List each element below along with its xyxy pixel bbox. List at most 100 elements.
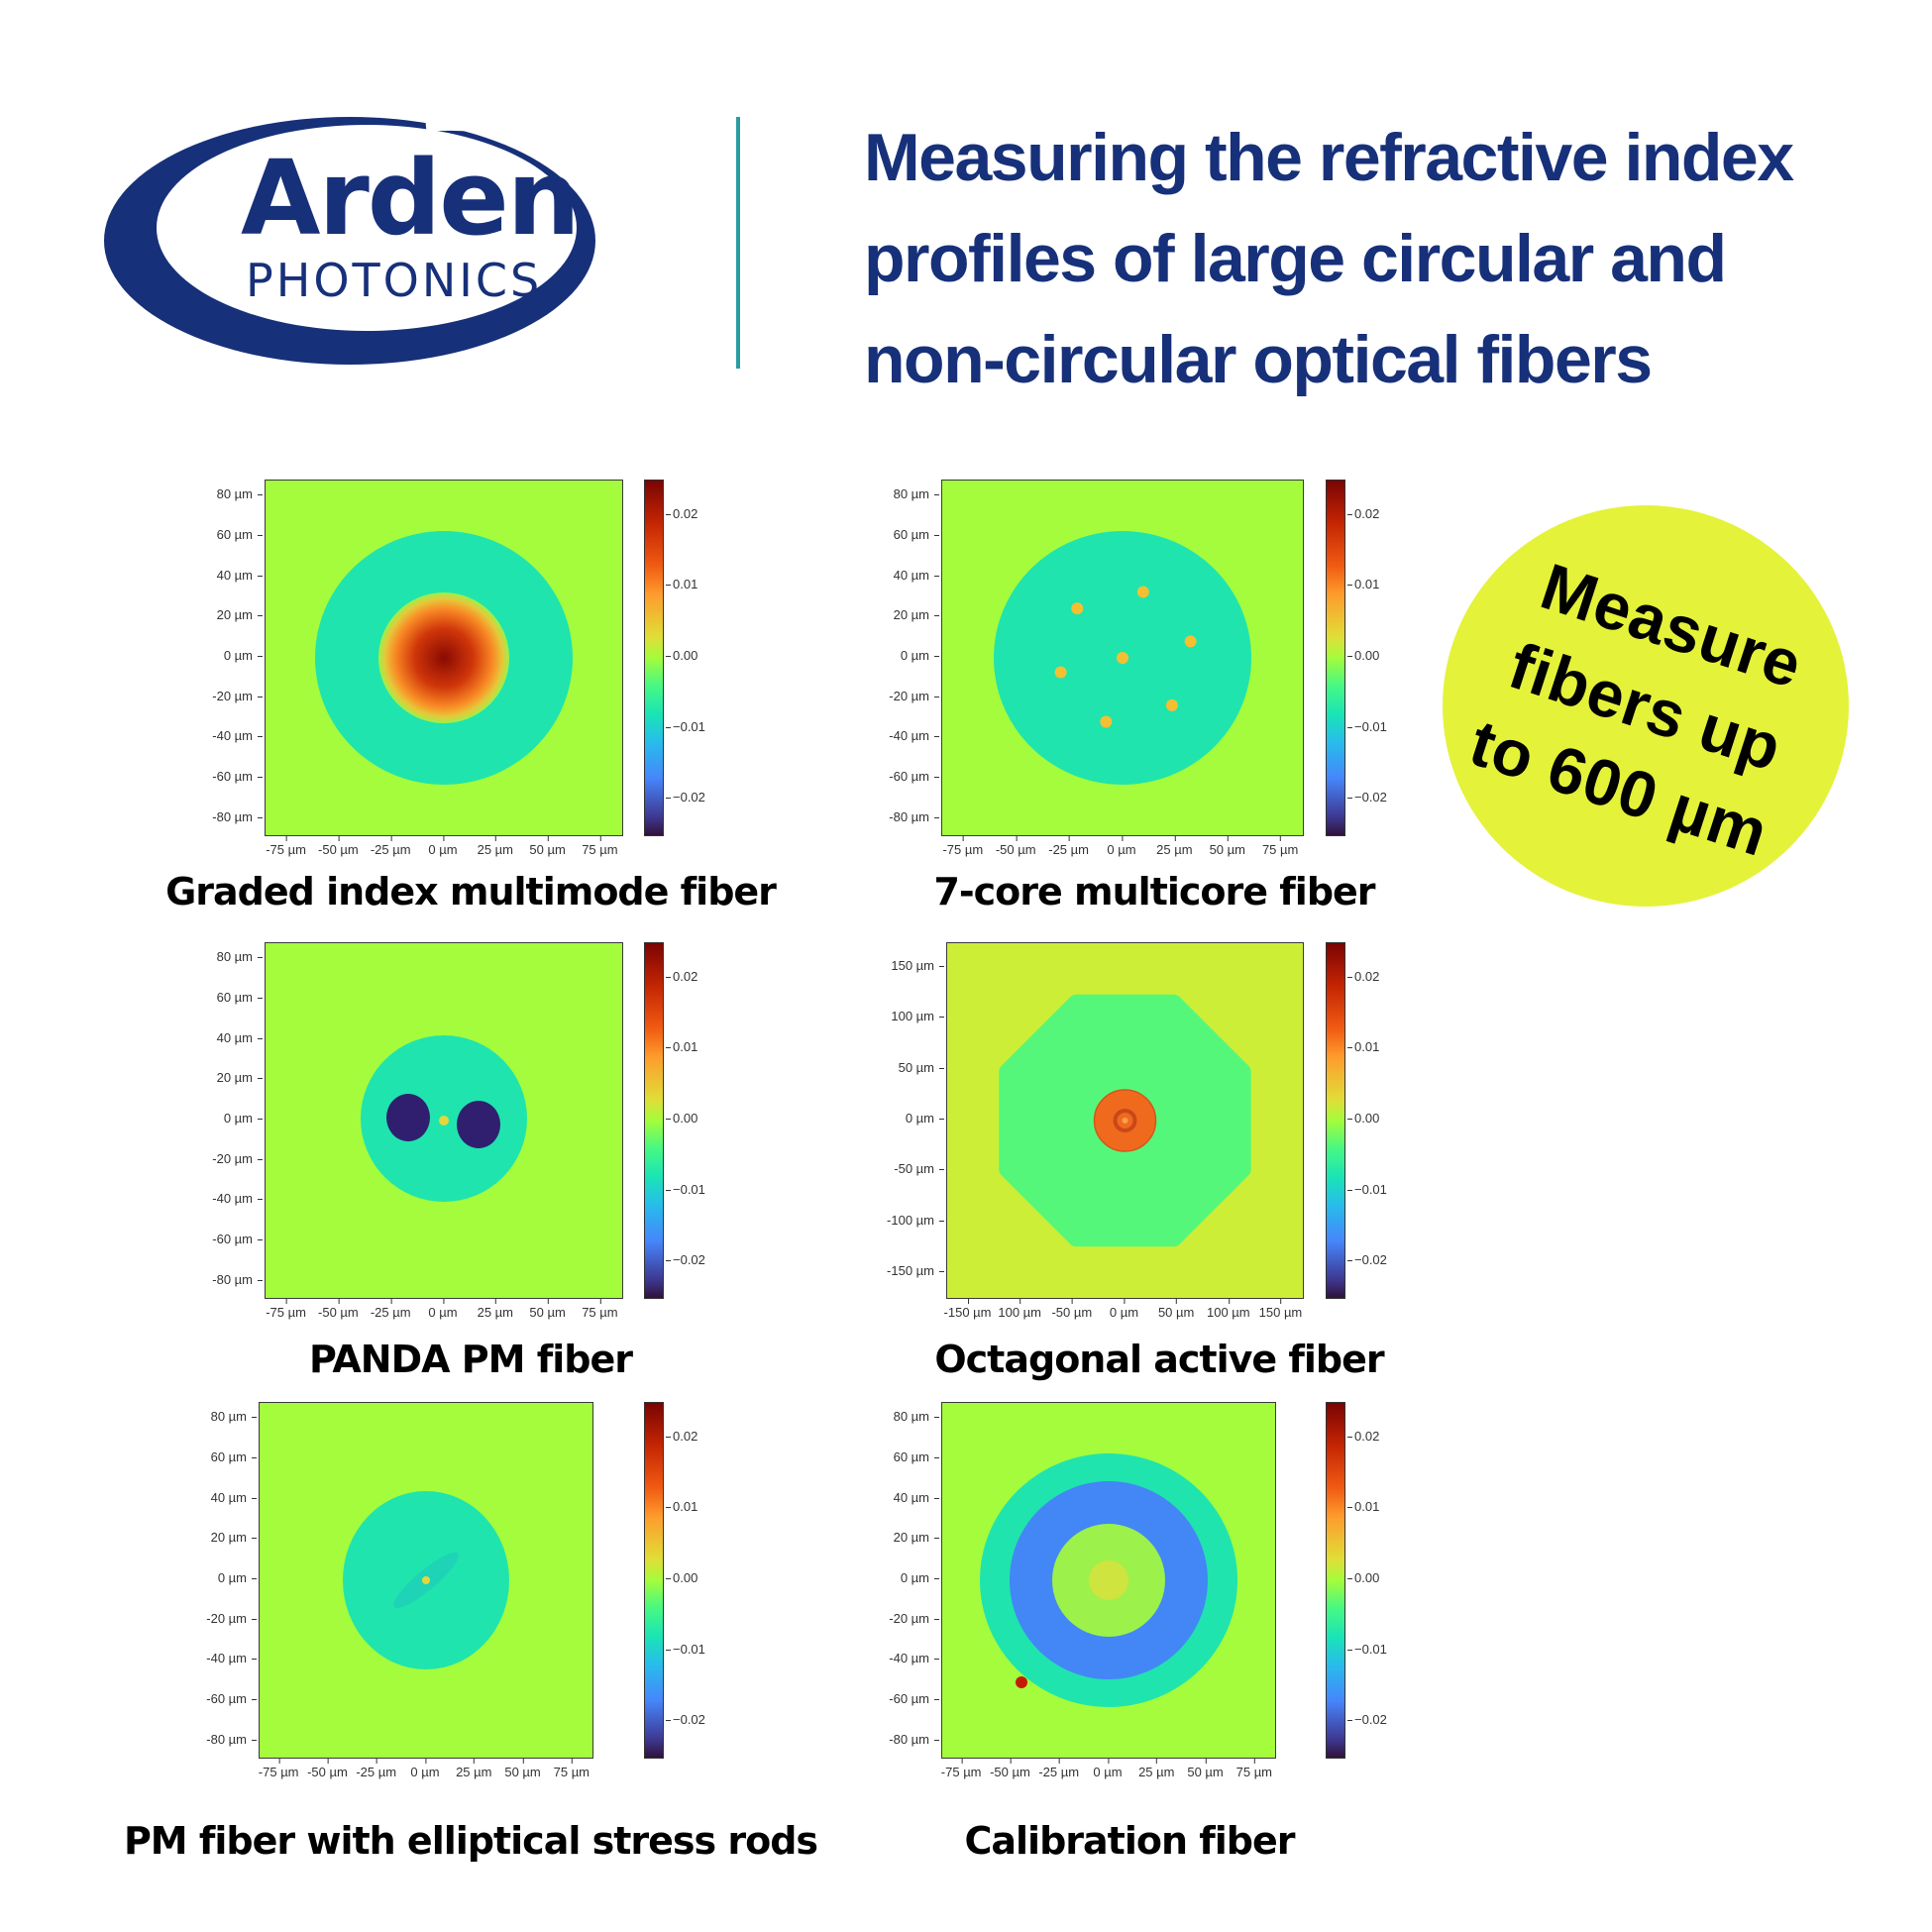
colorbar-tick-label: −0.02 <box>666 1712 705 1728</box>
refractive-index-map <box>946 942 1304 1299</box>
y-tick-label: -40 µm <box>177 1651 257 1665</box>
logo-ellipse-icon <box>104 117 597 365</box>
panel-caption: Graded index multimode fiber <box>165 870 777 913</box>
y-tick-label: 80 µm <box>860 486 939 501</box>
x-tick-label: 0 µm <box>410 1759 440 1779</box>
x-tick-label: -25 µm <box>1048 836 1089 857</box>
colorbar-tick-label: 0.01 <box>1346 577 1380 592</box>
colorbar-tick-label: −0.01 <box>666 1181 705 1197</box>
y-tick-label: 0 µm <box>183 1111 263 1126</box>
colorbar-tick-label: 0.02 <box>1346 1428 1380 1444</box>
colorbar-tick-label: −0.02 <box>1347 790 1387 805</box>
x-tick-label: 25 µm <box>1156 836 1193 857</box>
colorbar-tick-label: −0.02 <box>1347 1712 1387 1728</box>
x-tick-label: 75 µm <box>1261 836 1299 857</box>
x-tick-label: 50 µm <box>1187 1759 1224 1779</box>
x-tick-label: -25 µm <box>356 1759 397 1779</box>
y-tick-label: 50 µm <box>865 1060 944 1075</box>
x-tick-label: 0 µm <box>428 1299 458 1320</box>
y-tick-label: 0 µm <box>865 1111 944 1126</box>
y-tick-label: 20 µm <box>860 607 939 622</box>
x-tick-label: 150 µm <box>1258 1299 1303 1320</box>
title-line-2: profiles of large circular and <box>864 221 1727 296</box>
colorbar-tick-label: 0.00 <box>1346 1570 1380 1585</box>
y-tick-label: -50 µm <box>865 1161 944 1176</box>
y-tick-label: -20 µm <box>183 1151 263 1166</box>
x-tick-label: 50 µm <box>529 836 566 857</box>
y-tick-label: 40 µm <box>183 568 263 583</box>
y-tick-label: 0 µm <box>183 648 263 663</box>
y-tick-label: 60 µm <box>860 527 939 542</box>
x-tick-label: 25 µm <box>477 836 513 857</box>
y-tick-label: -80 µm <box>177 1732 257 1747</box>
y-tick-label: 0 µm <box>177 1570 257 1585</box>
colorbar <box>644 1402 664 1759</box>
x-tick-label: -75 µm <box>266 1299 306 1320</box>
y-tick-label: -20 µm <box>860 689 939 703</box>
arden-photonics-logo: Arden PHOTONICS <box>99 109 614 376</box>
y-tick-label: -80 µm <box>183 1272 263 1287</box>
y-tick-label: 0 µm <box>860 648 939 663</box>
y-tick-label: -60 µm <box>860 1691 939 1706</box>
y-tick-label: -60 µm <box>183 769 263 784</box>
x-tick-label: 100 µm <box>1206 1299 1250 1320</box>
y-tick-label: 20 µm <box>183 1070 263 1085</box>
x-tick-label: 0 µm <box>1109 1299 1139 1320</box>
y-tick-label: -60 µm <box>177 1691 257 1706</box>
y-tick-label: 40 µm <box>177 1490 257 1505</box>
x-tick-label: 25 µm <box>1138 1759 1175 1779</box>
y-tick-label: -40 µm <box>860 1651 939 1665</box>
panel-caption: Calibration fiber <box>964 1819 1295 1863</box>
y-tick-label: 40 µm <box>860 1490 939 1505</box>
colorbar-tick-label: 0.00 <box>665 648 698 663</box>
y-tick-label: 150 µm <box>865 958 944 973</box>
colorbar-tick-label: 0.02 <box>1346 505 1380 521</box>
panel-caption: Octagonal active fiber <box>934 1338 1384 1381</box>
x-tick-label: 50 µm <box>504 1759 541 1779</box>
y-tick-label: 100 µm <box>865 1009 944 1023</box>
colorbar <box>1326 942 1345 1299</box>
colorbar-tick-label: 0.01 <box>665 1499 698 1515</box>
x-tick-label: 25 µm <box>477 1299 513 1320</box>
y-tick-label: -40 µm <box>183 1191 263 1206</box>
x-tick-label: -75 µm <box>258 1759 299 1779</box>
y-tick-label: -80 µm <box>860 1732 939 1747</box>
y-tick-label: -20 µm <box>183 689 263 703</box>
panel-caption: 7-core multicore fiber <box>933 870 1375 913</box>
colorbar-tick-label: −0.01 <box>666 1641 705 1657</box>
y-tick-label: -150 µm <box>865 1263 944 1278</box>
x-tick-label: 75 µm <box>1235 1759 1273 1779</box>
x-tick-label: -50 µm <box>990 1759 1030 1779</box>
colorbar-tick-label: 0.00 <box>665 1111 698 1126</box>
colorbar-tick-label: −0.02 <box>1347 1252 1387 1268</box>
y-tick-label: 80 µm <box>860 1409 939 1424</box>
title-line-3: non-circular optical fibers <box>864 322 1653 397</box>
y-tick-label: -100 µm <box>865 1213 944 1228</box>
header-divider <box>736 117 740 369</box>
x-tick-label: -25 µm <box>370 836 411 857</box>
y-tick-label: 60 µm <box>183 990 263 1005</box>
colorbar-tick-label: −0.01 <box>1347 1181 1387 1197</box>
colorbar-tick-label: 0.01 <box>665 577 698 592</box>
y-tick-label: 20 µm <box>183 607 263 622</box>
x-tick-label: 0 µm <box>1093 1759 1123 1779</box>
x-tick-label: -150 µm <box>943 1299 992 1320</box>
y-tick-label: -20 µm <box>860 1611 939 1626</box>
refractive-index-map <box>941 480 1304 836</box>
colorbar-tick-label: 0.01 <box>1346 1499 1380 1515</box>
colorbar-tick-label: 0.00 <box>1346 1111 1380 1126</box>
y-tick-label: 60 µm <box>860 1449 939 1464</box>
y-tick-label: 20 µm <box>177 1530 257 1545</box>
colorbar-tick-label: 0.02 <box>665 505 698 521</box>
refractive-index-map <box>941 1402 1276 1759</box>
x-tick-label: -75 µm <box>940 1759 982 1779</box>
colorbar <box>644 942 664 1299</box>
y-tick-label: -40 µm <box>183 728 263 743</box>
colorbar-tick-label: 0.00 <box>1346 648 1380 663</box>
colorbar-tick-label: 0.02 <box>665 1428 698 1444</box>
title-line-1: Measuring the refractive index <box>864 120 1794 195</box>
colorbar <box>1326 480 1345 836</box>
y-tick-label: -60 µm <box>860 769 939 784</box>
colorbar-tick-label: 0.02 <box>1346 968 1380 984</box>
colorbar-tick-label: 0.01 <box>1346 1039 1380 1055</box>
